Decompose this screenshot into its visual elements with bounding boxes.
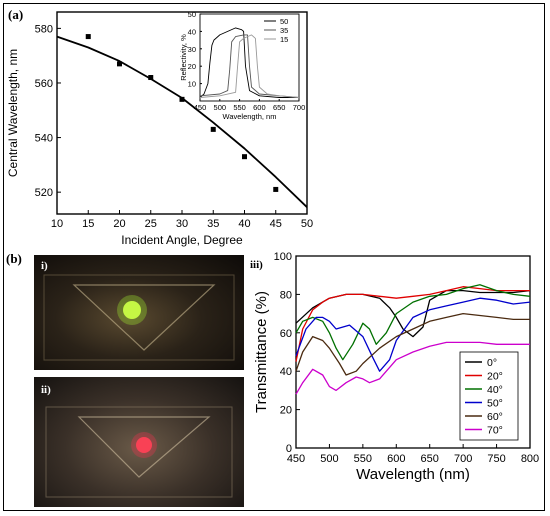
- y-axis-label: Reflectivity, %: [179, 34, 188, 81]
- transmittance-series-line: [295, 312, 530, 376]
- y-tick-label: 520: [35, 187, 53, 199]
- photo-ii: ii): [34, 377, 244, 507]
- legend-label: 50°: [487, 398, 503, 410]
- panel-a-label: (a): [8, 7, 23, 22]
- data-point-marker: [210, 126, 216, 132]
- x-tick-label: 10: [51, 218, 63, 230]
- x-tick-label: 450: [194, 103, 207, 112]
- y-tick-label: 50: [188, 10, 196, 19]
- transmittance-series-line: [295, 297, 531, 372]
- x-tick-label: 550: [233, 103, 246, 112]
- y-tick-label: 560: [35, 78, 53, 90]
- x-tick-label: 45: [270, 218, 282, 230]
- inset-legend-label: 50: [280, 17, 288, 26]
- y-tick-label: 20: [188, 62, 196, 71]
- chart-inset: 450 500 550 600 650 700 10 20 30 40 50 Wavelength, …: [179, 10, 305, 121]
- x-tick-label: 50: [301, 218, 313, 230]
- legend-label: 20°: [487, 371, 503, 383]
- data-point-marker: [179, 96, 185, 102]
- x-tick-label: 800: [521, 453, 539, 465]
- figure-frame: [3, 3, 545, 511]
- transmittance-series-line: [295, 284, 531, 361]
- y-axis-label: Transmittance (%): [253, 291, 270, 413]
- x-tick-label: 15: [82, 218, 94, 230]
- y-tick-label: 0: [286, 443, 292, 455]
- inset-series-line: [199, 34, 300, 98]
- x-tick-label: 500: [214, 103, 227, 112]
- y-tick-label: 60: [280, 328, 292, 340]
- y-tick-label: 10: [188, 80, 196, 89]
- data-point-marker: [242, 154, 247, 160]
- x-tick-label: 600: [387, 453, 405, 465]
- x-axis-label: Incident Angle, Degree: [121, 233, 243, 247]
- y-tick-label: 40: [280, 366, 292, 378]
- chart-a: 10 15 20 25 30 35 40 45 50 520 540 560 580 Incident A…: [6, 11, 313, 247]
- x-tick-label: 750: [487, 453, 505, 465]
- data-point-marker: [85, 34, 91, 40]
- legend-label: 70°: [487, 425, 503, 437]
- y-tick-label: 580: [35, 23, 53, 35]
- y-tick-label: 30: [188, 45, 196, 54]
- y-tick-label: 40: [188, 27, 196, 36]
- x-tick-label: 700: [293, 103, 306, 112]
- x-tick-label: 650: [421, 453, 439, 465]
- y-tick-label: 80: [280, 289, 292, 301]
- legend-label: 40°: [487, 384, 503, 396]
- x-tick-label: 500: [320, 453, 338, 465]
- x-tick-label: 600: [253, 103, 266, 112]
- x-tick-label: 20: [113, 218, 125, 230]
- transmittance-series-line: [295, 286, 530, 362]
- y-axis-label: Central Wavelength, nm: [6, 49, 20, 177]
- photo-ii-prism: [45, 406, 233, 498]
- legend-label: 0°: [487, 357, 497, 369]
- inset-background: [200, 14, 299, 101]
- panel-b-label: (b): [6, 251, 22, 266]
- x-tick-label: 700: [454, 453, 472, 465]
- transmittance-series-line: [295, 341, 530, 395]
- legend-label: 60°: [487, 411, 503, 423]
- y-tick-label: 540: [35, 133, 53, 145]
- x-tick-label: 40: [238, 218, 250, 230]
- data-point-marker: [273, 186, 279, 192]
- x-axis-label: Wavelength (nm): [356, 466, 470, 483]
- y-tick-label: 20: [280, 405, 292, 417]
- inset-series-line: [199, 34, 300, 98]
- plot-frame: [199, 13, 300, 102]
- data-point-marker: [117, 61, 122, 67]
- photo-i: i): [34, 255, 244, 370]
- photo-i-prism: [43, 274, 235, 361]
- y-tick-label: 100: [274, 251, 292, 263]
- legend-box: [459, 351, 519, 441]
- x-tick-label: 650: [273, 103, 286, 112]
- plot-frame: [295, 255, 531, 449]
- inset-legend-label: 35: [280, 26, 288, 35]
- photo-i-label: i): [41, 260, 48, 272]
- x-tick-label: 550: [354, 453, 372, 465]
- chart-iii: 450 500 550 600 650 700 750 800 0 20 40 60 80 100 Wave…: [253, 251, 539, 483]
- x-tick-label: 30: [176, 218, 188, 230]
- panel-iii-label: iii): [250, 259, 263, 271]
- x-tick-label: 35: [207, 218, 219, 230]
- inset-series-line: [199, 27, 299, 98]
- data-point-marker: [148, 75, 154, 81]
- x-tick-label: 450: [287, 453, 305, 465]
- photo-ii-label: ii): [41, 384, 51, 396]
- x-axis-label: Wavelength, nm: [223, 112, 277, 121]
- inset-legend-label: 15: [280, 35, 288, 44]
- x-tick-label: 25: [145, 218, 157, 230]
